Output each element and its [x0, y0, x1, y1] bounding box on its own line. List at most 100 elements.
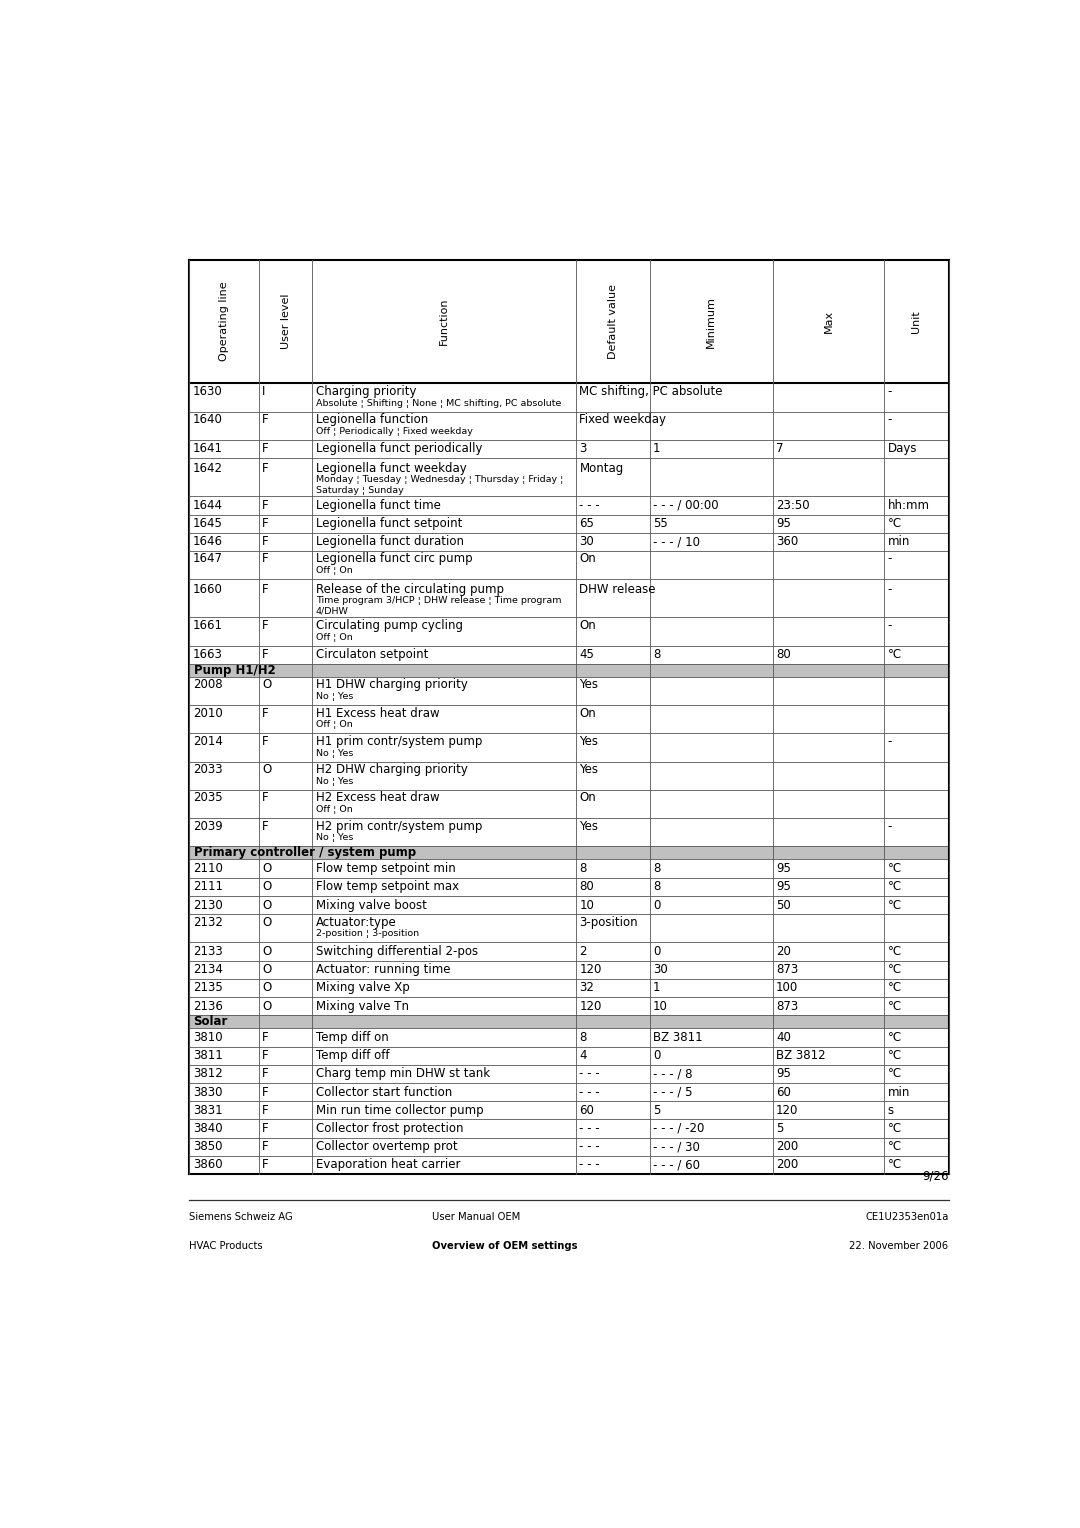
Text: 100: 100: [777, 981, 798, 995]
Text: °C: °C: [888, 1122, 902, 1135]
Bar: [189, 1047, 948, 1065]
Text: 60: 60: [580, 1103, 594, 1117]
Text: 55: 55: [653, 516, 667, 530]
Text: -: -: [888, 619, 892, 631]
Text: 0: 0: [653, 898, 661, 912]
Text: O: O: [262, 981, 271, 995]
Text: No ¦ Yes: No ¦ Yes: [315, 833, 353, 842]
Text: No ¦ Yes: No ¦ Yes: [315, 776, 353, 785]
Text: F: F: [262, 735, 269, 747]
Text: 1645: 1645: [192, 516, 222, 530]
Text: 3812: 3812: [192, 1068, 222, 1080]
Text: H2 DHW charging priority: H2 DHW charging priority: [315, 762, 468, 776]
Text: O: O: [262, 880, 271, 894]
Bar: [189, 384, 948, 411]
Text: °C: °C: [888, 944, 902, 958]
Text: F: F: [262, 1085, 269, 1099]
Text: 1642: 1642: [192, 463, 222, 475]
Text: 1640: 1640: [192, 413, 222, 426]
Text: 200: 200: [777, 1140, 798, 1154]
Bar: [189, 458, 948, 497]
Bar: [189, 533, 948, 552]
Text: F: F: [262, 792, 269, 804]
Text: F: F: [262, 500, 269, 512]
Bar: [189, 1083, 948, 1102]
Text: Collector overtemp prot: Collector overtemp prot: [315, 1140, 458, 1154]
Text: °C: °C: [888, 1068, 902, 1080]
Text: -: -: [888, 584, 892, 596]
Text: Days: Days: [888, 443, 917, 455]
Text: -: -: [888, 735, 892, 747]
Text: HVAC Products: HVAC Products: [189, 1241, 264, 1251]
Text: Release of the circulating pump: Release of the circulating pump: [315, 584, 503, 596]
Text: - - - / 8: - - - / 8: [653, 1068, 692, 1080]
Text: 2008: 2008: [192, 678, 222, 691]
Text: hh:mm: hh:mm: [888, 500, 930, 512]
Text: Yes: Yes: [580, 678, 598, 691]
Text: 40: 40: [777, 1031, 791, 1044]
Text: O: O: [262, 762, 271, 776]
Text: On: On: [580, 792, 596, 804]
Text: 95: 95: [777, 862, 791, 876]
Text: 360: 360: [777, 535, 798, 549]
Text: 1630: 1630: [192, 385, 222, 397]
Text: 2039: 2039: [192, 819, 222, 833]
Text: No ¦ Yes: No ¦ Yes: [315, 749, 353, 758]
Text: 8: 8: [580, 862, 586, 876]
Text: F: F: [262, 1122, 269, 1135]
Text: 45: 45: [580, 648, 594, 662]
Text: 1641: 1641: [192, 443, 222, 455]
Text: H1 DHW charging priority: H1 DHW charging priority: [315, 678, 468, 691]
Text: F: F: [262, 552, 269, 565]
Text: Legionella funct time: Legionella funct time: [315, 500, 441, 512]
Text: - - - / 10: - - - / 10: [653, 535, 700, 549]
Text: F: F: [262, 443, 269, 455]
Text: °C: °C: [888, 981, 902, 995]
Bar: [189, 859, 948, 877]
Text: BZ 3812: BZ 3812: [777, 1050, 826, 1062]
Text: Siemens Schweiz AG: Siemens Schweiz AG: [189, 1212, 293, 1222]
Text: 8: 8: [653, 862, 661, 876]
Text: 2132: 2132: [192, 915, 222, 929]
Text: Yes: Yes: [580, 735, 598, 747]
Text: DHW release: DHW release: [580, 584, 656, 596]
Bar: [189, 440, 948, 458]
Text: °C: °C: [888, 1050, 902, 1062]
Bar: [189, 1102, 948, 1120]
Text: F: F: [262, 413, 269, 426]
Text: O: O: [262, 898, 271, 912]
Bar: [189, 761, 948, 790]
Text: Pump H1/H2: Pump H1/H2: [193, 665, 275, 677]
Text: 2135: 2135: [192, 981, 222, 995]
Text: Operating line: Operating line: [219, 281, 229, 362]
Text: Max: Max: [823, 310, 834, 333]
Text: Fixed weekday: Fixed weekday: [580, 413, 666, 426]
Text: Yes: Yes: [580, 819, 598, 833]
Bar: [189, 733, 948, 761]
Text: - - -: - - -: [580, 1068, 600, 1080]
Bar: [189, 1155, 948, 1174]
Text: 2035: 2035: [192, 792, 222, 804]
Text: 200: 200: [777, 1158, 798, 1172]
Text: F: F: [262, 535, 269, 549]
Text: Actuator: running time: Actuator: running time: [315, 963, 450, 976]
Text: Min run time collector pump: Min run time collector pump: [315, 1103, 484, 1117]
Text: Flow temp setpoint max: Flow temp setpoint max: [315, 880, 459, 894]
Text: 873: 873: [777, 963, 798, 976]
Bar: [189, 663, 948, 677]
Text: 120: 120: [777, 1103, 798, 1117]
Text: 2014: 2014: [192, 735, 222, 747]
Text: 60: 60: [777, 1085, 791, 1099]
Text: °C: °C: [888, 880, 902, 894]
Text: F: F: [262, 706, 269, 720]
Text: O: O: [262, 678, 271, 691]
Text: H2 prim contr/system pump: H2 prim contr/system pump: [315, 819, 482, 833]
Text: 0: 0: [653, 944, 661, 958]
Text: °C: °C: [888, 999, 902, 1013]
Text: 2-position ¦ 3-position: 2-position ¦ 3-position: [315, 929, 419, 938]
Text: - - -: - - -: [580, 1140, 600, 1154]
Bar: [189, 411, 948, 440]
Text: 2110: 2110: [192, 862, 222, 876]
Text: -: -: [888, 819, 892, 833]
Text: 3-position: 3-position: [580, 915, 638, 929]
